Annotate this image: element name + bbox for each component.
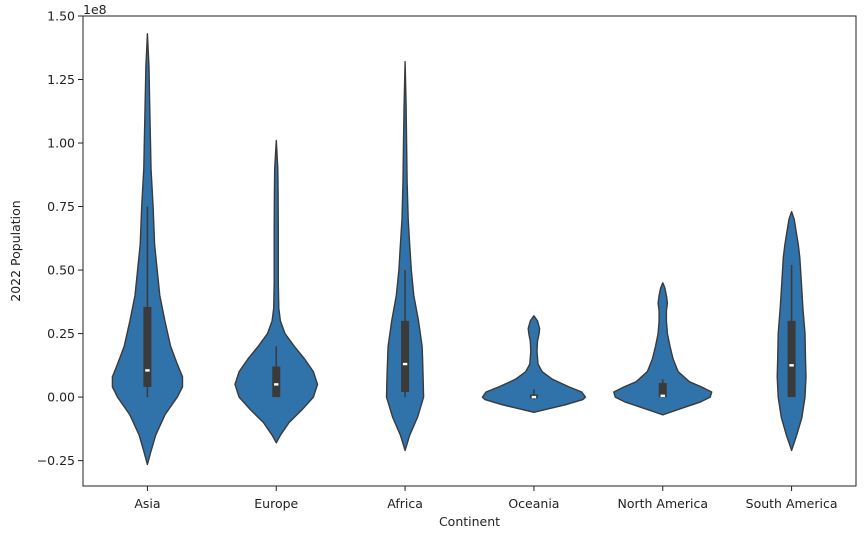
y-tick-label: 1.50 xyxy=(47,9,75,24)
x-tick-label: Africa xyxy=(387,496,423,511)
violin-iqr-box xyxy=(658,383,667,398)
x-axis-title: Continent xyxy=(439,514,500,529)
x-tick-label: South America xyxy=(746,496,838,511)
violin-median-marker xyxy=(531,395,537,399)
x-tick-label: Asia xyxy=(134,496,160,511)
y-tick-label: 0.50 xyxy=(47,263,75,278)
y-tick-label: 1.00 xyxy=(47,136,75,151)
violin-median-marker xyxy=(789,364,794,367)
y-axis-offset-text: 1e8 xyxy=(83,2,107,17)
y-tick-label: −0.25 xyxy=(37,453,75,468)
x-tick-label: North America xyxy=(618,496,709,511)
y-axis-ticks: −0.25 0.00 0.25 0.50 0.75 1.00 1.25 1.50 xyxy=(37,9,83,468)
violins-layer xyxy=(111,33,807,466)
violin-median-marker xyxy=(145,369,150,372)
violin-median-marker xyxy=(402,362,408,366)
y-tick-label: 0.75 xyxy=(47,199,75,214)
y-tick-label: 0.00 xyxy=(47,390,75,405)
x-tick-label: Oceania xyxy=(508,496,559,511)
x-axis-ticks: Asia Europe Africa Oceania North America Sout… xyxy=(134,486,838,511)
violin-iqr-box xyxy=(272,366,281,398)
violin-africa xyxy=(385,61,425,452)
violin-median-marker xyxy=(660,394,665,398)
violin-europe xyxy=(234,139,319,444)
violin-iqr-box xyxy=(787,320,796,398)
y-tick-label: 1.25 xyxy=(47,72,75,87)
x-tick-label: Europe xyxy=(254,496,298,511)
violin-iqr-box xyxy=(143,306,152,387)
violin-oceania xyxy=(481,315,587,413)
y-tick-label: 0.25 xyxy=(47,326,75,341)
violin-median-marker xyxy=(274,383,279,386)
violin-north-america xyxy=(613,282,713,416)
violin-iqr-box xyxy=(401,320,410,392)
y-axis-title: 2022 Population xyxy=(8,200,23,301)
plot-frame xyxy=(82,15,857,487)
